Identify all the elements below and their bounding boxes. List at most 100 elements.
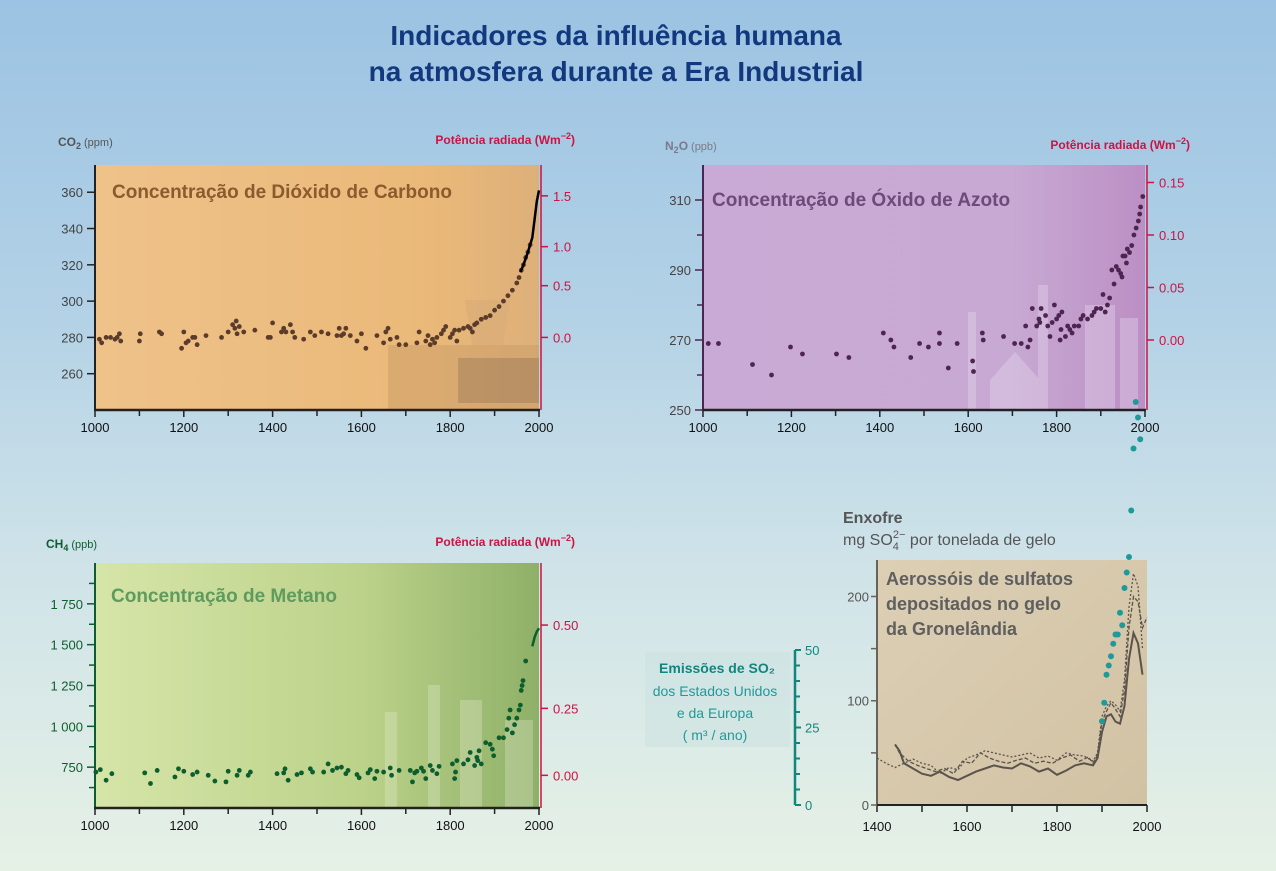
n2o-y2-tick-label: 0.15 [1159, 176, 1184, 191]
co2-data-point [97, 336, 102, 342]
n2o-data-point [1078, 316, 1084, 322]
ch4-y-tick-label: 1 500 [50, 638, 83, 653]
n2o-data-point [1135, 218, 1141, 224]
co2-data-point [387, 336, 393, 342]
n2o-data-point [937, 330, 942, 336]
ch4-data-point [225, 768, 231, 774]
n2o-y-tick-label: 290 [669, 263, 691, 278]
n2o-data-point [926, 344, 931, 350]
sulfate-x-tick-label: 1600 [953, 819, 982, 834]
co2-data-point [385, 325, 391, 331]
so2-axis-line-1: dos Estados Unidos [653, 683, 778, 699]
co2-data-point [225, 329, 231, 335]
ch4-industry-silhouette [385, 685, 533, 808]
so2-axis-tick-label: 50 [805, 643, 819, 658]
ch4-data-point [194, 769, 200, 775]
ch4-data-point [148, 781, 153, 786]
n2o-data-point [1051, 302, 1057, 308]
co2-data-point [483, 315, 489, 320]
co2-data-point [496, 304, 502, 309]
co2-data-point [416, 329, 422, 335]
n2o-y2-tick-label: 0.10 [1159, 228, 1184, 243]
ch4-y-axis-label: CH4 (ppb) [46, 537, 97, 553]
co2-data-point [118, 338, 124, 344]
ch4-data-point [389, 772, 394, 778]
ch4-data-point [212, 778, 218, 784]
n2o-data-point [1105, 302, 1110, 308]
n2o-data-point [1059, 309, 1065, 315]
n2o-data-point [880, 330, 886, 336]
n2o-data-point [1012, 341, 1018, 346]
n2o-data-point [800, 351, 805, 357]
ch4-data-point [282, 766, 288, 772]
ch4-data-point [496, 735, 502, 741]
ch4-x-tick-label: 1600 [347, 818, 376, 833]
co2-data-point [137, 331, 143, 337]
n2o-data-point [1091, 309, 1097, 315]
ch4-data-point [478, 761, 484, 767]
so2-emission-point [1130, 445, 1137, 452]
n2o-y2-tick-label: 0.05 [1159, 281, 1184, 296]
n2o-y2-axis-label: Potência radiada (Wm−2) [1050, 136, 1190, 152]
so2-label-box [645, 652, 790, 747]
n2o-data-point [1027, 337, 1033, 343]
ch4-data-point [523, 658, 529, 664]
ch4-data-point [491, 753, 497, 759]
sulfate-title-line-1: Aerossóis de sulfatos [886, 569, 1073, 589]
sulfate-y-tick-label: 200 [847, 589, 869, 604]
ch4-data-point [452, 776, 458, 781]
ch4-data-point [176, 766, 181, 772]
ch4-data-point [453, 769, 458, 775]
co2-data-point [509, 287, 515, 293]
co2-data-point [443, 324, 449, 329]
ch4-data-point [294, 772, 300, 777]
co2-y-tick-label: 340 [61, 222, 83, 237]
n2o-data-point [1054, 316, 1059, 322]
co2-data-point [301, 336, 307, 342]
so2-emission-point [1108, 653, 1114, 660]
co2-data-point [267, 335, 273, 340]
n2o-x-tick-label: 1800 [1042, 420, 1071, 435]
n2o-data-point [1001, 334, 1006, 339]
n2o-data-point [1133, 225, 1139, 231]
co2-data-point [283, 329, 289, 335]
n2o-data-point [716, 341, 721, 346]
ch4-y2-tick-label: 0.50 [553, 618, 578, 633]
ch4-data-point [410, 779, 415, 785]
co2-data-point [181, 329, 187, 335]
ch4-data-point [454, 758, 460, 764]
n2o-data-point [1057, 337, 1063, 343]
co2-data-point [319, 329, 324, 335]
so2-emission-point [1137, 436, 1144, 443]
so2-emission-point [1126, 554, 1132, 560]
ch4-data-point [205, 772, 211, 778]
co2-data-point [452, 327, 458, 333]
so2-emission-point [1119, 622, 1126, 629]
ch4-data-point [281, 770, 287, 776]
ch4-chart-title: Concentração de Metano [111, 586, 337, 607]
ch4-y2-tick-label: 0.00 [553, 768, 578, 783]
ch4-data-point [372, 776, 378, 781]
n2o-plot-background [703, 165, 1145, 410]
co2-data-point [363, 345, 369, 351]
ch4-data-point [512, 722, 517, 728]
co2-y2-tick-label: 0.5 [553, 279, 571, 294]
ch4-data-point [487, 741, 493, 747]
n2o-data-point [1138, 204, 1143, 210]
n2o-data-point [788, 344, 793, 350]
co2-data-point [334, 333, 340, 338]
n2o-data-point [917, 341, 922, 346]
ch4-data-point [103, 777, 109, 783]
n2o-data-point [1023, 323, 1029, 329]
co2-data-point [292, 335, 298, 340]
n2o-data-point [1034, 323, 1040, 329]
co2-data-point [505, 293, 511, 299]
n2o-data-point [1113, 264, 1119, 269]
co2-y-tick-label: 280 [61, 330, 83, 345]
co2-instrumental-line [519, 190, 541, 273]
ch4-data-point [506, 715, 512, 721]
so2-axis-label: Emissões de SO₂ dos Estados Unidos e da … [653, 660, 778, 743]
sulfate-series-core-dashed-2 [876, 573, 1144, 775]
co2-data-point [241, 329, 247, 335]
